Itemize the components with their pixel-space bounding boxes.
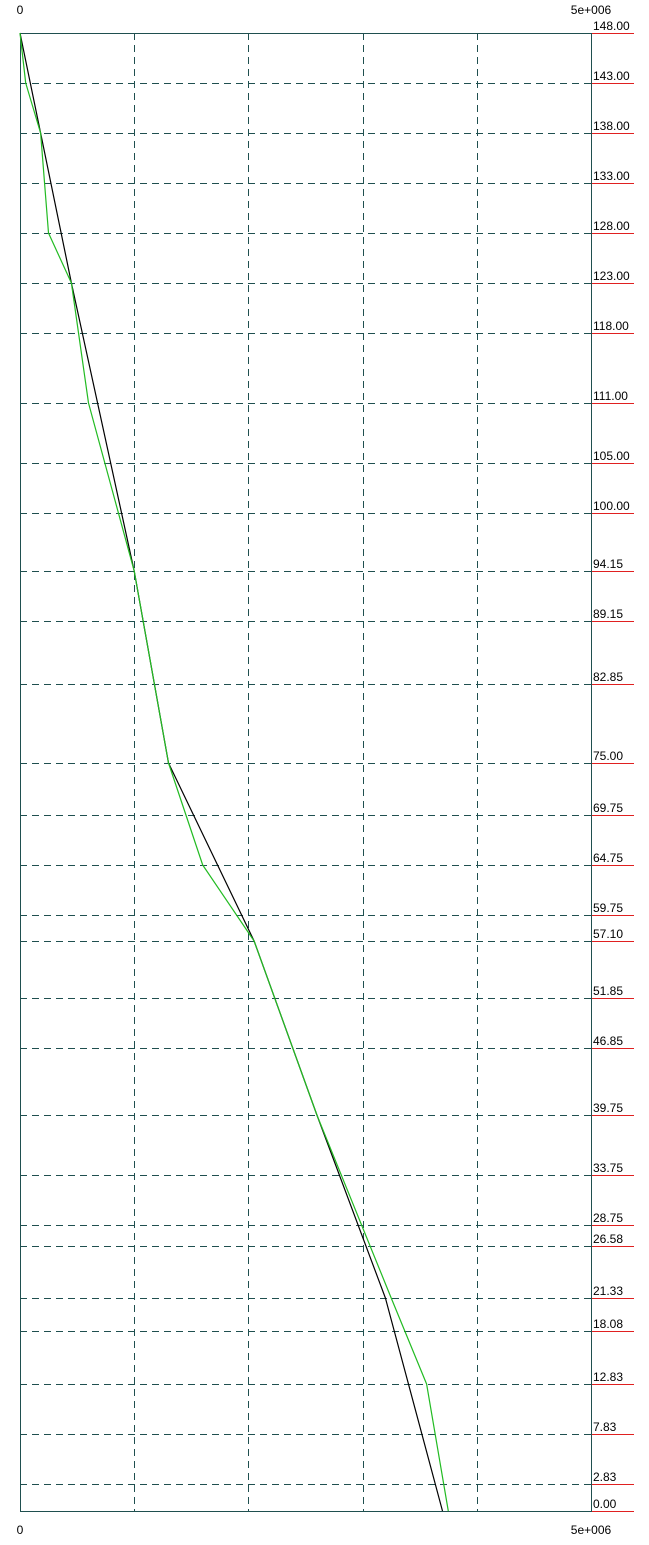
y-tick-label: 0.00 — [593, 1497, 617, 1511]
y-tick-label: 118.00 — [593, 319, 629, 333]
y-tick-label: 94.15 — [593, 557, 623, 571]
y-tick-label: 7.83 — [593, 1420, 617, 1434]
y-tick-label: 12.83 — [593, 1370, 623, 1384]
y-tick-label: 75.00 — [593, 749, 623, 763]
x-axis-max-label-top: 5e+006 — [571, 3, 612, 17]
y-tick-label: 64.75 — [593, 851, 623, 865]
y-tick-label: 143.00 — [593, 69, 630, 83]
y-tick-label: 111.00 — [593, 389, 628, 403]
y-tick-label: 69.75 — [593, 801, 623, 815]
x-axis-min-label-top: 0 — [17, 3, 24, 17]
series-line-green — [19, 32, 449, 1512]
plot-frame — [20, 33, 592, 1512]
y-tick-label: 82.85 — [593, 670, 623, 684]
y-tick-label: 2.83 — [593, 1470, 617, 1484]
series-group — [19, 32, 449, 1512]
y-tick-label: 138.00 — [593, 119, 630, 133]
grid — [20, 33, 591, 1511]
y-tick-label: 57.10 — [593, 927, 623, 941]
y-tick-label: 59.75 — [593, 901, 623, 915]
y-tick-label: 28.75 — [593, 1211, 623, 1225]
y-tick-label: 128.00 — [593, 219, 630, 233]
y-tick-label: 105.00 — [593, 449, 630, 463]
y-tick-label: 89.15 — [593, 607, 623, 621]
x-axis-min-label-bottom: 0 — [17, 1523, 24, 1537]
series-line-black — [19, 32, 444, 1512]
y-tick-label: 18.08 — [593, 1317, 623, 1331]
y-tick-labels: 148.00 143.00 138.00 133.00 128.00 123.00 118.… — [592, 19, 634, 1512]
y-tick-label: 51.85 — [593, 984, 623, 998]
y-tick-label: 148.00 — [593, 19, 630, 33]
y-tick-label: 46.85 — [593, 1034, 623, 1048]
x-axis-max-label-bottom: 5e+006 — [571, 1523, 612, 1537]
y-tick-label: 133.00 — [593, 169, 630, 183]
y-tick-label: 100.00 — [593, 499, 630, 513]
y-tick-label: 123.00 — [593, 269, 630, 283]
y-tick-label: 33.75 — [593, 1161, 623, 1175]
y-tick-label: 21.33 — [593, 1284, 623, 1298]
y-tick-label: 39.75 — [593, 1101, 623, 1115]
y-tick-label: 26.58 — [593, 1232, 623, 1246]
